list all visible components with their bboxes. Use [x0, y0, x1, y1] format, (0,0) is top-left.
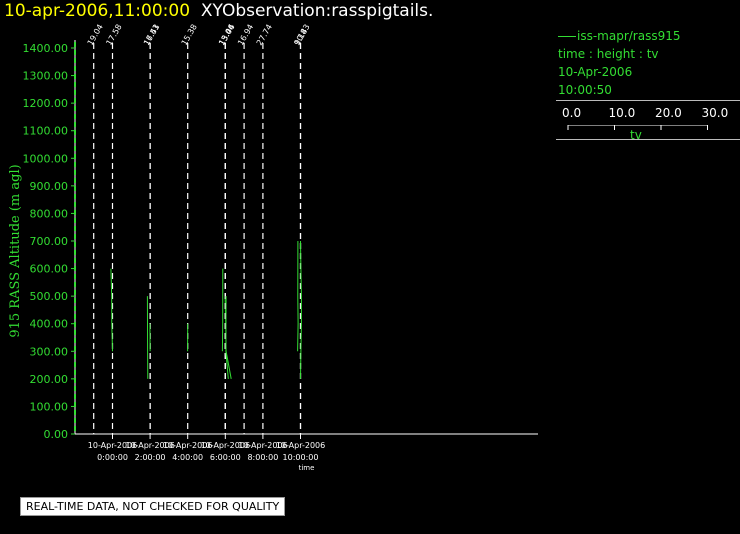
- y-tick-label: 1100.00: [23, 125, 69, 138]
- x-tick-label: 10-Apr-2006: [88, 441, 137, 450]
- y-tick-label: 1300.00: [23, 70, 69, 83]
- chart-title: 10-apr-2006,11:00:00 XYObservation:rassp…: [4, 1, 433, 21]
- quality-notice: REAL-TIME DATA, NOT CHECKED FOR QUALITY: [20, 497, 286, 516]
- y-tick-label: 300.00: [30, 345, 69, 358]
- scale-label: tv: [630, 128, 642, 142]
- profile-label: 19.04: [86, 23, 105, 47]
- y-tick-label: 500.00: [30, 290, 69, 303]
- legend-series-label: iss-mapr/rass915: [577, 29, 681, 43]
- profile-label: 13.04: [217, 23, 236, 47]
- y-tick-label: 400.00: [30, 318, 69, 331]
- x-tick-label: 10:00:00: [283, 453, 319, 462]
- legend-axes: time : height : tv: [558, 47, 659, 61]
- legend-divider: [556, 100, 740, 101]
- x-tick-label: 10-Apr-2006: [125, 441, 174, 450]
- scale-tick-label: 10.0: [608, 106, 636, 120]
- x-tick-label: 10-Apr-2006: [238, 441, 287, 450]
- x-tick-label: 2:00:00: [135, 453, 166, 462]
- tv-scale-bar: [567, 125, 708, 130]
- y-tick-label: 1000.00: [23, 152, 69, 165]
- x-tick-label: 0:00:00: [97, 453, 128, 462]
- x-tick-label: 10-Apr-2006: [163, 441, 212, 450]
- title-date: 10-apr-2006,11:00:00: [4, 1, 191, 21]
- y-tick-label: 900.00: [30, 180, 69, 193]
- profile-trace: [225, 296, 229, 379]
- y-tick-label: 200.00: [30, 373, 69, 386]
- profile-trace: [297, 240, 299, 352]
- y-tick-label: 600.00: [30, 263, 69, 276]
- y-tick-label: 1400.00: [23, 42, 69, 55]
- scale-tick-label: 0.0: [562, 106, 582, 120]
- legend-time: 10:00:50: [558, 83, 612, 97]
- profile-trace: [110, 268, 113, 352]
- x-tick-label: 4:00:00: [172, 453, 203, 462]
- x-tick-label: 6:00:00: [210, 453, 241, 462]
- y-tick-label: 100.00: [30, 400, 69, 413]
- y-tick-label: 0.00: [44, 428, 69, 441]
- profile-trace: [300, 240, 302, 379]
- legend-series: iss-mapr/rass915: [558, 29, 681, 43]
- x-axis-label: time: [299, 464, 315, 472]
- profile-label: 27.74: [255, 23, 274, 47]
- profile-label: 15.38: [180, 23, 199, 47]
- y-tick-label: 1200.00: [23, 97, 69, 110]
- scale-tick-label: 20.0: [655, 106, 682, 120]
- x-tick-label: 10-Apr-2006: [201, 441, 250, 450]
- rass-chart: 0.00 100.00 200.00 300.00 400.00 500.00 600.00…: [8, 23, 538, 472]
- y-tick-label: 800.00: [30, 207, 69, 220]
- x-tick-label: 8:00:00: [247, 453, 278, 462]
- profile-label: 16.43: [142, 23, 161, 47]
- legend-divider: [556, 139, 740, 140]
- profile-label: 16.94: [236, 23, 255, 47]
- title-observation: XYObservation:rasspigtails.: [200, 1, 434, 21]
- scale-tick-label: 30.0: [701, 106, 729, 120]
- y-axis-label: 915 RASS Altitude (m agl): [8, 164, 23, 337]
- profile-label: 17.58: [104, 23, 123, 47]
- y-tick-label: 700.00: [30, 235, 69, 248]
- x-tick-label: 10-Apr-2006: [276, 441, 325, 450]
- legend-date: 10-Apr-2006: [558, 65, 633, 79]
